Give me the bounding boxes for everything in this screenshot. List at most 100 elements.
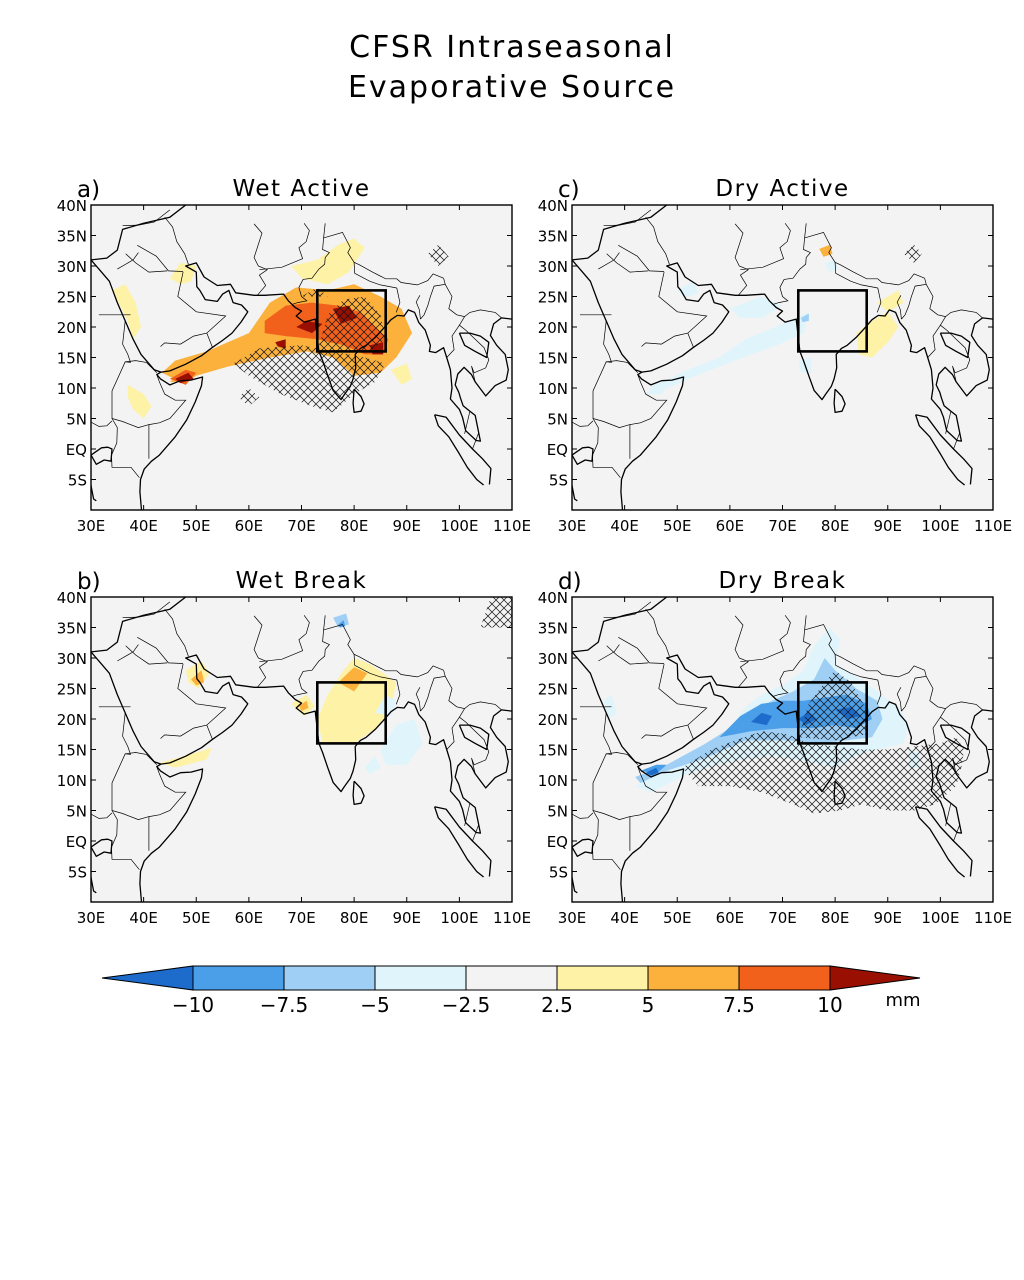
lat-tick-label: 5S xyxy=(549,864,568,882)
analysis-region-box xyxy=(315,289,388,353)
coastline xyxy=(572,651,993,834)
lon-tick-label: 70E xyxy=(287,517,316,535)
country-border xyxy=(603,601,652,619)
lon-tick-label: 60E xyxy=(716,517,745,535)
colorbar-unit: mm xyxy=(885,990,920,1011)
lat-tick-label: 30N xyxy=(538,258,568,276)
coastline xyxy=(352,780,365,806)
coastline xyxy=(91,651,512,834)
lat-tick-label: 10N xyxy=(57,772,87,790)
country-border xyxy=(592,810,621,870)
lon-tick-label: 70E xyxy=(287,909,316,927)
lon-tick-label: 80E xyxy=(821,909,850,927)
country-border xyxy=(111,712,132,814)
country-border xyxy=(323,231,444,286)
colorbar-tick-label: 7.5 xyxy=(723,993,755,1017)
lat-tick-label: 5N xyxy=(547,803,568,821)
country-border xyxy=(940,324,971,382)
lat-tick-label: 40N xyxy=(57,589,87,607)
colorbar-segment xyxy=(283,965,376,991)
anomaly-contour-fill xyxy=(656,311,809,391)
lon-tick-label: 90E xyxy=(392,909,421,927)
country-border xyxy=(137,244,184,272)
anomaly-contour-fill xyxy=(750,712,772,726)
lat-tick-label: EQ xyxy=(547,441,568,459)
anomaly-contour-fill xyxy=(391,363,412,385)
country-border xyxy=(572,812,594,819)
panel-letter: b) xyxy=(77,569,101,595)
country-border xyxy=(122,374,187,428)
country-border xyxy=(804,231,925,286)
lon-tick-label: 40E xyxy=(129,909,158,927)
country-border xyxy=(91,420,113,427)
map-background xyxy=(572,205,993,510)
coastline xyxy=(939,332,971,359)
country-border xyxy=(253,223,269,296)
country-border xyxy=(804,624,925,678)
significance-hatching xyxy=(903,244,922,263)
country-border xyxy=(945,411,952,434)
lon-tick-label: 30E xyxy=(77,517,106,535)
lon-tick-label: 110E xyxy=(493,517,531,535)
country-border xyxy=(291,223,330,305)
anomaly-contour-fill xyxy=(729,296,783,318)
significance-hatching xyxy=(317,296,386,352)
colorbar-segment xyxy=(374,965,467,991)
colorbar-tick-label: −5 xyxy=(360,993,389,1017)
country-border xyxy=(164,216,189,265)
lon-tick-label: 50E xyxy=(663,517,692,535)
country-border xyxy=(953,432,961,450)
colorbar-tick-label: 5 xyxy=(642,993,655,1017)
country-border xyxy=(945,803,952,826)
lon-tick-label: 100E xyxy=(921,909,959,927)
lat-tick-label: 30N xyxy=(57,258,87,276)
lat-tick-label: 20N xyxy=(538,319,568,337)
country-border xyxy=(459,716,490,774)
significance-hatching xyxy=(480,597,512,628)
analysis-region-box xyxy=(796,289,868,353)
lat-tick-label: 10N xyxy=(538,380,568,398)
lon-tick-label: 90E xyxy=(392,517,421,535)
country-border xyxy=(353,654,397,681)
map-panel-c: 40N 35N 30N 25N 20N 15N 10N 5N EQ 5S 30E 40E 50E 60E 7… xyxy=(538,176,1012,535)
lon-tick-label: 60E xyxy=(235,909,264,927)
country-border xyxy=(395,287,401,313)
colorbar-tick-label: 10 xyxy=(817,993,842,1017)
country-border xyxy=(122,766,187,820)
country-border xyxy=(459,324,490,382)
country-border xyxy=(592,320,613,422)
coastline xyxy=(458,724,490,751)
colorbar-segment xyxy=(465,965,558,991)
country-border xyxy=(125,360,158,374)
country-border xyxy=(122,601,171,619)
lon-tick-label: 70E xyxy=(768,909,797,927)
country-border xyxy=(606,253,649,273)
lat-tick-label: 10N xyxy=(57,380,87,398)
panel-letter: d) xyxy=(558,569,582,595)
colorbar-tick-label: −10 xyxy=(172,993,214,1017)
country-border xyxy=(122,209,171,227)
lon-tick-label: 100E xyxy=(921,517,959,535)
country-border xyxy=(444,284,465,317)
coastline xyxy=(139,371,204,510)
anomaly-contour-fill xyxy=(275,339,286,349)
coastline xyxy=(433,414,485,486)
lon-tick-label: 30E xyxy=(558,517,587,535)
coastline xyxy=(91,874,97,894)
lon-tick-label: 40E xyxy=(610,909,639,927)
country-border xyxy=(117,644,139,662)
lon-tick-label: 110E xyxy=(974,909,1012,927)
anomaly-contour-fill xyxy=(380,719,423,765)
country-border xyxy=(353,262,397,289)
map-panel-d: 40N 35N 30N 25N 20N 15N 10N 5N EQ 5S 30E 40E 50E 60E 7… xyxy=(538,568,1012,927)
coastline xyxy=(572,874,578,894)
lat-tick-label: 20N xyxy=(57,319,87,337)
country-border xyxy=(606,360,639,374)
panel-title: Dry Active xyxy=(715,176,849,202)
country-border xyxy=(472,432,480,450)
country-border xyxy=(618,244,665,272)
country-border xyxy=(876,287,882,313)
anomaly-contour-fill xyxy=(645,378,672,395)
country-border xyxy=(592,712,613,814)
